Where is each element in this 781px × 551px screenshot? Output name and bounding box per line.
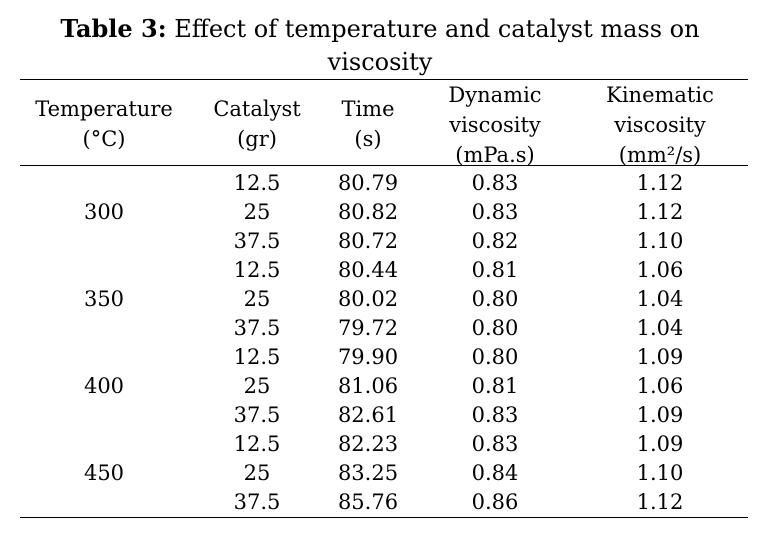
dynamic-viscosity-cell: 0.83 <box>471 200 519 224</box>
time-cell: 80.82 <box>337 200 399 224</box>
table-caption-line2: viscosity <box>20 47 740 77</box>
kinematic-viscosity-cell: 1.12 <box>636 200 684 224</box>
dynamic-viscosity-cell: 0.83 <box>471 432 519 456</box>
dynamic-viscosity-cell: 0.80 <box>471 287 519 311</box>
time-cell: 79.72 <box>337 316 399 340</box>
table-row: 25 80.02 0.80 1.04 <box>0 285 781 314</box>
temperature-cell: 350 <box>83 287 125 311</box>
catalyst-cell: 37.5 <box>233 229 281 253</box>
time-cell: 83.25 <box>337 461 399 485</box>
dynamic-viscosity-cell: 0.81 <box>471 374 519 398</box>
table-row: 37.5 79.72 0.80 1.04 <box>0 314 781 343</box>
dynamic-viscosity-cell: 0.80 <box>471 316 519 340</box>
header-line: (mm²/s) <box>618 143 702 167</box>
header-line: Temperature <box>35 97 173 121</box>
time-cell: 82.61 <box>337 403 399 427</box>
kinematic-viscosity-cell: 1.09 <box>636 403 684 427</box>
catalyst-cell: 12.5 <box>233 432 281 456</box>
caption-text-line1: Effect of temperature and catalyst mass … <box>174 15 700 43</box>
catalyst-cell: 25 <box>243 200 271 224</box>
catalyst-cell: 12.5 <box>233 345 281 369</box>
catalyst-cell: 12.5 <box>233 171 281 195</box>
kinematic-viscosity-cell: 1.06 <box>636 374 684 398</box>
time-cell: 80.72 <box>337 229 399 253</box>
table-body: 12.5 80.79 0.83 1.12 25 80.82 0.83 1.12 … <box>0 169 781 517</box>
time-cell: 80.79 <box>337 171 399 195</box>
dynamic-viscosity-cell: 0.81 <box>471 258 519 282</box>
kinematic-viscosity-cell: 1.10 <box>636 461 684 485</box>
kinematic-viscosity-cell: 1.10 <box>636 229 684 253</box>
kinematic-viscosity-cell: 1.12 <box>636 490 684 514</box>
header-line: Dynamic <box>448 83 542 107</box>
catalyst-cell: 12.5 <box>233 258 281 282</box>
table-caption: Table 3: Effect of temperature and catal… <box>20 14 740 44</box>
table-row: 12.5 79.90 0.80 1.09 <box>0 343 781 372</box>
catalyst-cell: 37.5 <box>233 403 281 427</box>
table-row: 37.5 82.61 0.83 1.09 <box>0 401 781 430</box>
header-line: (gr) <box>237 127 277 151</box>
catalyst-cell: 25 <box>243 461 271 485</box>
catalyst-cell: 25 <box>243 374 271 398</box>
temperature-cell: 400 <box>83 374 125 398</box>
kinematic-viscosity-cell: 1.09 <box>636 432 684 456</box>
table-row: 12.5 80.79 0.83 1.12 <box>0 169 781 198</box>
table-top-rule <box>20 79 748 80</box>
kinematic-viscosity-cell: 1.04 <box>636 287 684 311</box>
header-catalyst: Catalyst (gr) <box>200 94 314 154</box>
header-temperature: Temperature (°C) <box>22 94 186 154</box>
dynamic-viscosity-cell: 0.86 <box>471 490 519 514</box>
table-row: 25 81.06 0.81 1.06 <box>0 372 781 401</box>
caption-label: Table 3: <box>60 14 167 43</box>
header-time: Time (s) <box>318 94 418 154</box>
table-row: 37.5 85.76 0.86 1.12 <box>0 488 781 517</box>
time-cell: 85.76 <box>337 490 399 514</box>
dynamic-viscosity-cell: 0.83 <box>471 403 519 427</box>
table-row: 25 80.82 0.83 1.12 <box>0 198 781 227</box>
temperature-column: 300 350 400 450 <box>22 169 186 517</box>
table-row: 37.5 80.72 0.82 1.10 <box>0 227 781 256</box>
temperature-cell: 300 <box>83 200 125 224</box>
dynamic-viscosity-cell: 0.83 <box>471 171 519 195</box>
header-kinematic-viscosity: Kinematic viscosity (mm²/s) <box>575 80 745 170</box>
table-row: 25 83.25 0.84 1.10 <box>0 459 781 488</box>
header-line: (s) <box>354 127 382 151</box>
time-cell: 80.02 <box>337 287 399 311</box>
header-line: Time <box>341 97 395 121</box>
time-cell: 80.44 <box>337 258 399 282</box>
time-cell: 81.06 <box>337 374 399 398</box>
kinematic-viscosity-cell: 1.12 <box>636 171 684 195</box>
dynamic-viscosity-cell: 0.82 <box>471 229 519 253</box>
catalyst-cell: 37.5 <box>233 490 281 514</box>
header-line: viscosity <box>614 113 706 137</box>
dynamic-viscosity-cell: 0.84 <box>471 461 519 485</box>
catalyst-cell: 25 <box>243 287 271 311</box>
table-row: 12.5 80.44 0.81 1.06 <box>0 256 781 285</box>
table-row: 12.5 82.23 0.83 1.09 <box>0 430 781 459</box>
dynamic-viscosity-cell: 0.80 <box>471 345 519 369</box>
kinematic-viscosity-cell: 1.09 <box>636 345 684 369</box>
table-bottom-rule <box>20 517 748 518</box>
time-cell: 82.23 <box>337 432 399 456</box>
header-line: (°C) <box>82 127 126 151</box>
header-line: viscosity <box>449 113 541 137</box>
temperature-cell: 450 <box>83 461 125 485</box>
header-line: Kinematic <box>606 83 714 107</box>
time-cell: 79.90 <box>337 345 399 369</box>
kinematic-viscosity-cell: 1.04 <box>636 316 684 340</box>
caption-text-line2: viscosity <box>327 48 433 76</box>
header-dynamic-viscosity: Dynamic viscosity (mPa.s) <box>425 80 565 170</box>
kinematic-viscosity-cell: 1.06 <box>636 258 684 282</box>
table-header-rule <box>20 165 748 166</box>
header-line: Catalyst <box>213 97 301 121</box>
catalyst-cell: 37.5 <box>233 316 281 340</box>
header-line: (mPa.s) <box>455 143 535 167</box>
